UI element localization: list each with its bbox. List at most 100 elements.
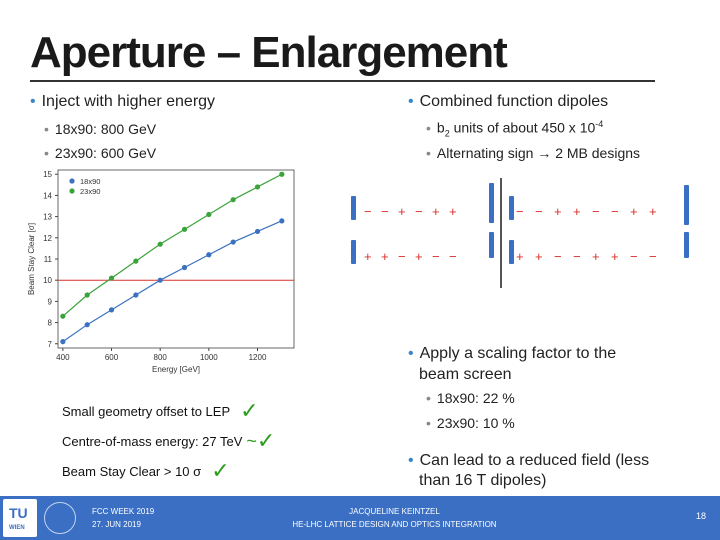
footer-talk-title: HE-LHC LATTICE DESIGN AND OPTICS INTEGRA…	[292, 520, 497, 529]
bullet-dot: •	[44, 121, 49, 137]
data-point-23x90	[108, 275, 115, 281]
subbullet-scale-23x90: • 23x90: 10 %	[426, 415, 515, 431]
data-point-23x90	[157, 241, 163, 247]
bullet-reduced-text-2: than 16 T dipoles)	[419, 472, 547, 489]
data-point-23x90	[230, 197, 236, 203]
data-point-23x90	[254, 184, 261, 190]
y-tick-label: 7	[48, 340, 53, 349]
bullet-scaling-text-2: beam screen	[419, 366, 512, 383]
plus-sign: +	[432, 204, 440, 219]
subbullet-scale-18x90: • 18x90: 22 %	[426, 390, 515, 406]
minus-sign: −	[398, 249, 406, 264]
data-point-23x90	[60, 313, 66, 319]
plus-sign: +	[449, 204, 457, 219]
minus-sign: −	[364, 204, 372, 219]
y-tick-label: 10	[43, 276, 52, 285]
plus-sign: +	[535, 249, 543, 264]
minus-sign: −	[611, 204, 619, 219]
bullet-inject: • Inject with higher energy	[30, 93, 215, 111]
bullet-dot: •	[426, 415, 431, 431]
data-point-18x90	[60, 339, 66, 345]
checklist-label: Centre-of-mass energy: 27 TeV	[62, 433, 243, 449]
minus-sign: −	[554, 249, 562, 264]
bullet-dot: •	[30, 93, 36, 110]
subbullet-23x90-text: 23x90: 600 GeV	[54, 145, 157, 161]
data-point-18x90	[157, 277, 163, 283]
slide-title: Aperture – Enlargement	[30, 28, 508, 77]
minus-sign: −	[630, 249, 638, 264]
y-tick-label: 12	[43, 234, 52, 243]
data-point-23x90	[181, 226, 188, 232]
alternating-text: Alternating sign	[436, 145, 538, 161]
series-line-23x90	[62, 173, 283, 317]
data-point-23x90	[84, 292, 90, 298]
legend-marker-18x90	[69, 178, 75, 184]
data-point-18x90	[206, 252, 212, 258]
plus-sign: +	[573, 204, 581, 219]
data-point-18x90	[84, 322, 90, 328]
plus-sign: +	[649, 204, 657, 219]
subbullet-alternating: • Alternating sign → 2 MB designs	[426, 145, 640, 161]
y-tick-label: 8	[48, 319, 53, 328]
legend-marker-23x90	[69, 188, 75, 194]
bullet-combined-text: Combined function dipoles	[419, 93, 609, 110]
footer-event-name: FCC WEEK 2019	[92, 507, 155, 516]
subbullet-18x90-text: 18x90: 800 GeV	[54, 121, 157, 137]
data-point-23x90	[133, 258, 139, 264]
data-point-18x90	[254, 228, 261, 235]
minus-sign: −	[592, 204, 600, 219]
plus-sign: +	[398, 204, 406, 219]
y-tick-label: 14	[43, 191, 52, 200]
minus-sign: −	[573, 249, 581, 264]
checklist: Small geometry offset to LEP ✓ Centre-of…	[62, 396, 275, 486]
plus-sign: +	[630, 204, 638, 219]
bullet-reduced-text-1: Can lead to a reduced field (less	[419, 452, 650, 469]
x-tick-label: 1200	[249, 353, 267, 362]
minus-sign: −	[535, 204, 543, 219]
checkmark-icon: ✓	[240, 398, 259, 423]
bullet-scaling: • Apply a scaling factor to the beam scre…	[408, 343, 708, 385]
x-axis-label: Energy [GeV]	[152, 365, 200, 374]
minus-sign: −	[516, 204, 524, 219]
approx-icon: ~	[246, 430, 257, 451]
subbullet-b2: • b2 units of about 450 x 10-4	[426, 119, 603, 138]
bullet-dot: •	[408, 452, 414, 469]
x-tick-label: 600	[105, 353, 119, 362]
b2-subscript: 2	[444, 128, 450, 139]
bullet-dot: •	[408, 93, 414, 110]
series-line-18x90	[62, 220, 283, 343]
bullet-dot: •	[408, 345, 414, 362]
bullet-dot: •	[426, 119, 431, 136]
magnet-bar	[684, 185, 689, 225]
data-point-18x90	[133, 292, 139, 298]
plus-sign: +	[415, 249, 423, 264]
checklist-label: Beam Stay Clear > 10 σ	[62, 463, 202, 479]
data-point-18x90	[230, 239, 236, 245]
plus-sign: +	[516, 249, 524, 264]
magnet-bar	[489, 183, 494, 223]
x-tick-label: 800	[154, 353, 168, 362]
footer-author: JACQUELINE KEINTZEL HE-LHC LATTICE DESIG…	[282, 505, 507, 531]
magnet-bar	[351, 240, 356, 264]
y-tick-label: 13	[43, 213, 52, 222]
data-point-18x90	[181, 264, 188, 271]
plus-sign: +	[611, 249, 619, 264]
checklist-item-geometry: Small geometry offset to LEP ✓	[62, 396, 275, 426]
footer-bar: TU WIEN FCC WEEK 2019 27. JUN 2019 JACQU…	[0, 496, 720, 540]
y-tick-label: 11	[44, 255, 53, 264]
data-point-18x90	[279, 218, 285, 224]
data-point-23x90	[279, 171, 285, 177]
minus-sign: −	[449, 249, 457, 264]
checklist-item-energy: Centre-of-mass energy: 27 TeV ~ ✓	[62, 426, 275, 456]
minus-sign: −	[381, 204, 389, 219]
magnet-bar	[489, 232, 494, 258]
logo-text: TU	[9, 505, 28, 521]
subbullet-23x90: • 23x90: 600 GeV	[44, 145, 156, 161]
checkmark-icon: ✓	[256, 428, 276, 453]
plus-sign: +	[592, 249, 600, 264]
magnet-bar	[509, 240, 514, 264]
footer-event: FCC WEEK 2019 27. JUN 2019	[92, 505, 154, 531]
magnet-bar	[351, 196, 356, 220]
arrow-icon: →	[537, 145, 552, 161]
subbullet-18x90: • 18x90: 800 GeV	[44, 121, 156, 137]
